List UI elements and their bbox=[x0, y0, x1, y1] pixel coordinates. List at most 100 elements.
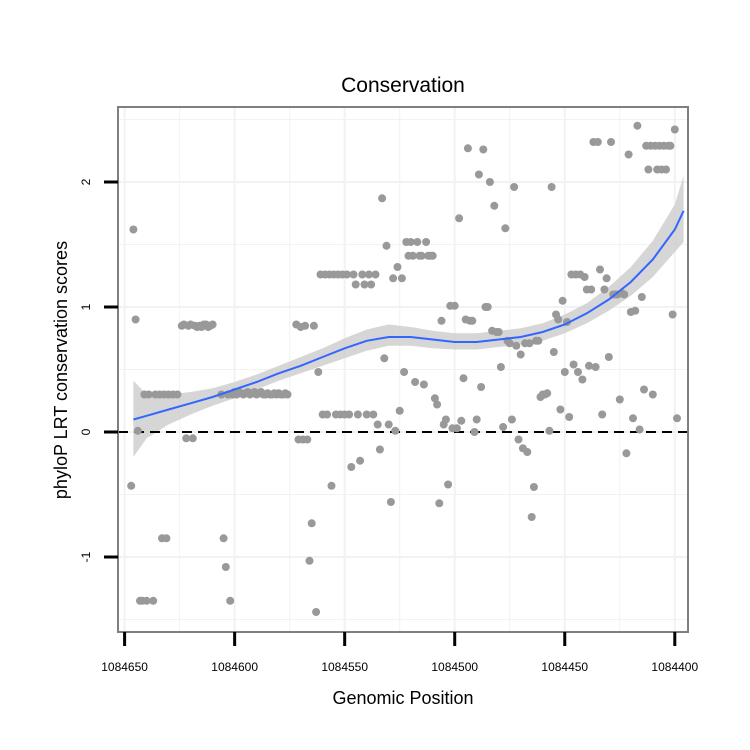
data-point bbox=[485, 178, 494, 186]
x-tick-label: 1084600 bbox=[211, 660, 258, 674]
data-point bbox=[384, 420, 393, 429]
data-point bbox=[578, 375, 587, 384]
data-point bbox=[615, 395, 624, 404]
data-point bbox=[367, 280, 376, 289]
data-point bbox=[441, 415, 450, 424]
data-point bbox=[668, 310, 677, 319]
data-point bbox=[369, 410, 378, 419]
data-point bbox=[327, 481, 336, 490]
data-point bbox=[356, 456, 365, 465]
data-point bbox=[144, 390, 153, 399]
data-point bbox=[323, 410, 332, 419]
data-point bbox=[587, 285, 596, 294]
smooth-line bbox=[133, 210, 685, 421]
data-point bbox=[301, 321, 310, 330]
data-point bbox=[633, 121, 642, 130]
data-point bbox=[393, 263, 402, 271]
data-point bbox=[375, 445, 384, 454]
data-point bbox=[468, 316, 477, 325]
data-point bbox=[457, 416, 466, 425]
data-point bbox=[631, 306, 640, 315]
confidence-band-area bbox=[133, 175, 684, 458]
data-point bbox=[545, 426, 554, 435]
data-point bbox=[483, 303, 492, 311]
data-point bbox=[635, 425, 644, 434]
data-point bbox=[501, 224, 510, 233]
axis-ticks: 1084650 1084600 1084550 1084500 1084450 10844… bbox=[79, 178, 698, 674]
data-point bbox=[507, 415, 516, 424]
data-point bbox=[580, 273, 589, 281]
data-point bbox=[620, 290, 629, 299]
data-point bbox=[419, 380, 428, 389]
data-point bbox=[499, 423, 508, 431]
data-point bbox=[556, 405, 565, 414]
data-point bbox=[512, 341, 521, 350]
data-point bbox=[622, 449, 631, 458]
grid-lines bbox=[118, 107, 688, 632]
data-point bbox=[411, 378, 420, 386]
y-tick-label: 2 bbox=[79, 178, 93, 185]
data-point bbox=[358, 270, 367, 279]
data-point bbox=[221, 563, 230, 571]
data-point bbox=[283, 390, 292, 399]
data-point bbox=[565, 413, 574, 421]
data-point bbox=[433, 400, 442, 409]
data-point bbox=[219, 534, 228, 543]
data-point bbox=[474, 170, 483, 179]
data-point bbox=[463, 144, 472, 153]
data-point bbox=[408, 251, 417, 260]
data-point bbox=[371, 270, 380, 279]
data-point bbox=[585, 361, 593, 370]
data-point bbox=[560, 368, 569, 376]
data-point bbox=[598, 410, 607, 419]
data-point bbox=[477, 383, 486, 391]
data-point bbox=[422, 238, 431, 246]
x-tick-label: 1084550 bbox=[321, 660, 368, 674]
data-point bbox=[428, 251, 437, 260]
data-point bbox=[670, 125, 679, 134]
data-point bbox=[397, 274, 406, 283]
data-point bbox=[364, 270, 373, 279]
data-point bbox=[342, 270, 351, 279]
data-point bbox=[312, 608, 321, 616]
data-point bbox=[373, 420, 382, 429]
data-point bbox=[629, 414, 637, 423]
data-point bbox=[459, 374, 468, 383]
x-axis-title: Genomic Position bbox=[332, 688, 473, 708]
data-point bbox=[624, 150, 633, 159]
data-point bbox=[127, 481, 136, 490]
data-point bbox=[558, 296, 567, 305]
data-point bbox=[549, 348, 558, 356]
data-point bbox=[510, 183, 519, 191]
data-point bbox=[455, 214, 464, 223]
data-point bbox=[554, 315, 563, 324]
data-point bbox=[472, 415, 481, 424]
data-point bbox=[673, 414, 681, 423]
data-point bbox=[666, 141, 675, 150]
data-point bbox=[607, 138, 615, 146]
data-point bbox=[569, 360, 578, 369]
data-point bbox=[305, 556, 314, 565]
x-tick-label: 1084500 bbox=[431, 660, 478, 674]
data-point bbox=[413, 238, 422, 246]
data-point bbox=[604, 353, 613, 361]
data-point bbox=[523, 448, 532, 456]
data-point bbox=[514, 435, 523, 444]
y-tick-label: 1 bbox=[79, 303, 93, 310]
data-point bbox=[395, 406, 404, 415]
data-point bbox=[400, 368, 409, 376]
data-point bbox=[574, 368, 582, 376]
data-points bbox=[127, 121, 681, 616]
data-point bbox=[406, 238, 415, 246]
confidence-band bbox=[133, 175, 684, 458]
data-point bbox=[437, 316, 446, 325]
data-point bbox=[351, 280, 360, 289]
data-point bbox=[417, 251, 426, 260]
data-point bbox=[525, 339, 534, 348]
data-point bbox=[226, 596, 235, 605]
data-point bbox=[309, 321, 318, 330]
data-point bbox=[496, 363, 505, 371]
data-point bbox=[386, 498, 395, 506]
data-point bbox=[133, 426, 142, 435]
data-point bbox=[435, 499, 444, 508]
